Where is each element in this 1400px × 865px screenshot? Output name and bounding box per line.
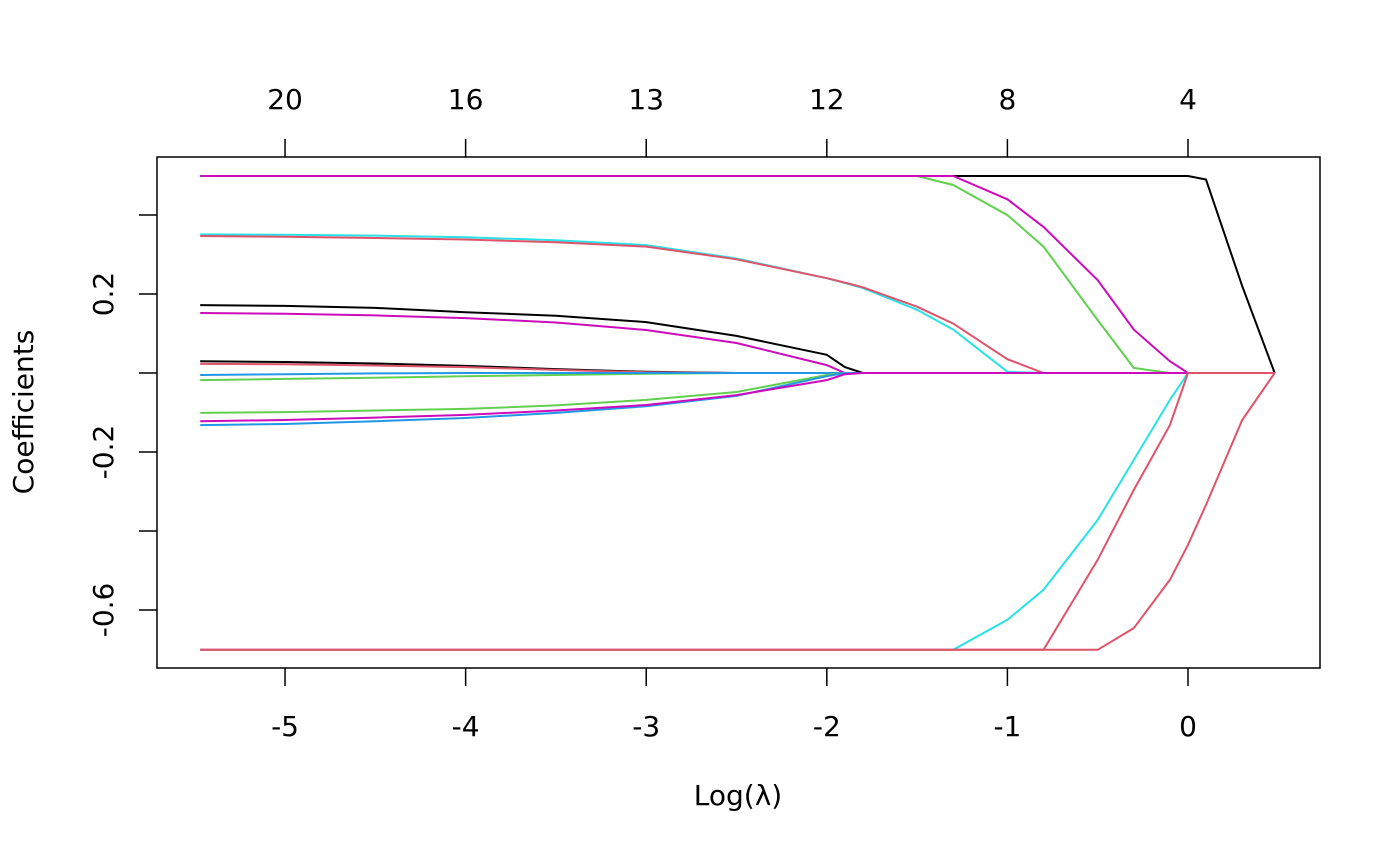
x-tick-label: -5 [271, 710, 299, 743]
x-axis-label: Log(λ) [694, 779, 782, 812]
y-tick-label: -0.6 [87, 583, 120, 638]
top-tick-label: 20 [267, 83, 303, 116]
x-tick-label: -2 [813, 710, 841, 743]
coef-path [200, 372, 1275, 651]
top-tick-label: 8 [998, 83, 1016, 116]
top-tick-label: 16 [448, 83, 484, 116]
y-tick-label: 0.2 [87, 272, 120, 317]
coef-path [200, 372, 1275, 414]
coef-path [200, 372, 1275, 423]
x-tick-label: -3 [632, 710, 660, 743]
top-tick-label: 13 [628, 83, 664, 116]
coef-path [200, 360, 1275, 374]
x-tick-label: -1 [993, 710, 1021, 743]
coef-path [200, 175, 1275, 374]
top-tick-label: 12 [809, 83, 845, 116]
top-tick-label: 4 [1179, 83, 1197, 116]
y-tick-label: -0.2 [87, 425, 120, 480]
coef-path [200, 372, 1275, 651]
coef-path [200, 372, 1276, 651]
plot-box [156, 156, 1321, 669]
x-tick-label: -4 [452, 710, 480, 743]
coef-path [200, 362, 1275, 374]
x-tick-label: 0 [1179, 710, 1197, 743]
coef-path [200, 235, 1275, 374]
y-axis-label: Coefficients [7, 330, 40, 495]
coef-path [200, 233, 1275, 374]
